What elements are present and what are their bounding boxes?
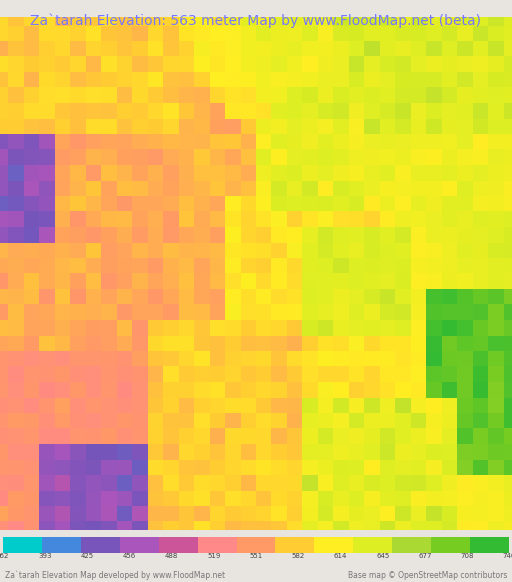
Bar [432,537,471,553]
Text: 488: 488 [165,553,178,559]
Text: 425: 425 [80,553,94,559]
Bar [393,537,432,553]
Text: 582: 582 [292,553,305,559]
Bar [275,537,314,553]
Text: Base map © OpenStreetMap contributors: Base map © OpenStreetMap contributors [348,572,507,580]
Text: 740: 740 [503,553,512,559]
Text: 614: 614 [334,553,347,559]
Text: 519: 519 [207,553,221,559]
Text: Za`tarah Elevation: 563 meter Map by www.FloodMap.net (beta): Za`tarah Elevation: 563 meter Map by www… [31,13,481,28]
Bar [353,537,393,553]
Bar [314,537,353,553]
Bar [159,537,198,553]
Text: 551: 551 [249,553,263,559]
Bar [80,537,119,553]
Text: meter: meter [0,553,2,559]
Text: Za`tarah Elevation Map developed by www.FloodMap.net: Za`tarah Elevation Map developed by www.… [5,571,225,580]
Text: 456: 456 [123,553,136,559]
Bar [41,537,80,553]
Text: 362: 362 [0,553,9,559]
Bar [119,537,159,553]
Bar [198,537,237,553]
Text: 677: 677 [418,553,432,559]
Bar [3,537,41,553]
Text: 393: 393 [38,553,52,559]
Bar [237,537,275,553]
Bar [471,537,509,553]
Text: 708: 708 [460,553,474,559]
Text: 645: 645 [376,553,389,559]
